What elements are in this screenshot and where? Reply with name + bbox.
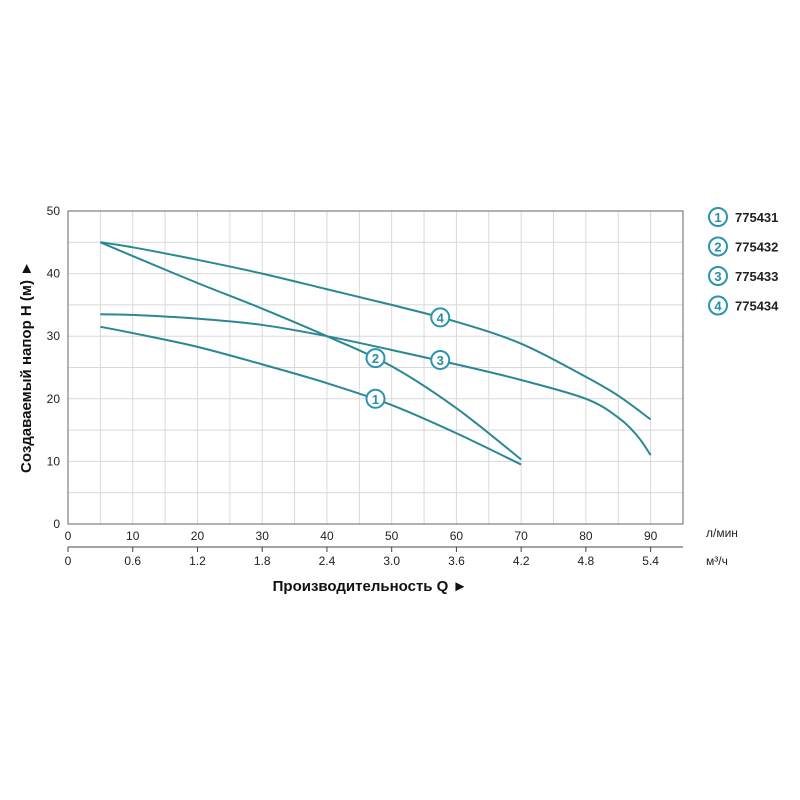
curve-marker-number: 4	[437, 310, 445, 325]
legend-marker-circle	[708, 295, 728, 316]
x-unit-primary: л/мин	[706, 526, 738, 540]
curve-775432	[99, 241, 522, 461]
legend-marker-circle	[708, 207, 728, 227]
legend: 1 775431 2 775432 3 775433 4 775434	[708, 207, 779, 316]
x-tick-label: 30	[256, 529, 270, 543]
curve-775434	[100, 241, 652, 421]
grid	[68, 211, 683, 524]
curve-marker-number: 1	[372, 392, 379, 407]
x-tick-label: 10	[126, 529, 140, 543]
legend-entry: 775434	[735, 299, 779, 314]
axes: 00100.6201.2301.8402.4503.0603.6704.2804…	[47, 204, 684, 568]
x-tick-label: 80	[579, 529, 593, 543]
legend-marker-number: 4	[714, 299, 722, 314]
x-tick-label: 50	[385, 529, 399, 543]
x2-tick-label: 5.4	[642, 554, 659, 568]
legend-marker-circle	[708, 266, 728, 286]
legend-entry: 775432	[735, 240, 778, 255]
x2-tick-label: 4.2	[513, 554, 530, 568]
y-tick-label: 50	[47, 204, 61, 218]
x-axis-label: Производительность Q ►	[273, 578, 468, 595]
legend-marker-number: 3	[714, 269, 721, 284]
curves	[99, 241, 652, 466]
curve-marker-number: 3	[437, 353, 444, 368]
y-tick-label: 30	[47, 329, 61, 343]
curve-marker-circle	[430, 307, 451, 328]
legend-marker-number: 2	[714, 240, 721, 255]
x-unit-secondary: м³/ч	[706, 554, 728, 568]
x-tick-label: 60	[450, 529, 464, 543]
legend-marker-circle	[708, 236, 728, 257]
curve-marker-circle	[430, 349, 451, 370]
x2-tick-label: 3.6	[448, 554, 465, 568]
x2-tick-label: 1.8	[254, 554, 271, 568]
x2-tick-label: 0.6	[124, 554, 141, 568]
x2-tick-label: 1.2	[189, 554, 206, 568]
x2-tick-label: 4.8	[578, 554, 595, 568]
x-tick-label: 20	[191, 529, 205, 543]
legend-entry: 775433	[735, 269, 778, 284]
curve-775433	[100, 313, 652, 456]
y-axis-label: Создаваемый напор H (м) ►	[18, 261, 35, 473]
y-tick-label: 10	[47, 454, 61, 468]
x-tick-label: 40	[320, 529, 334, 543]
curve-markers: 1 2 3 4	[365, 307, 451, 409]
y-tick-label: 20	[47, 392, 61, 406]
x-tick-label: 90	[644, 529, 658, 543]
x-tick-label: 70	[514, 529, 528, 543]
x2-tick-label: 3.0	[383, 554, 400, 568]
y-tick-label: 0	[53, 517, 60, 531]
curve-marker-circle	[365, 388, 386, 409]
plot-frame	[67, 210, 684, 525]
legend-marker-number: 1	[714, 210, 721, 225]
legend-entry: 775431	[735, 210, 778, 225]
x2-tick-label: 0	[65, 554, 72, 568]
y-tick-label: 40	[47, 267, 61, 281]
curve-775431	[100, 325, 522, 466]
curve-marker-circle	[365, 348, 386, 369]
curve-marker-number: 2	[372, 351, 379, 366]
x2-tick-label: 2.4	[319, 554, 336, 568]
x-tick-label: 0	[65, 529, 72, 543]
